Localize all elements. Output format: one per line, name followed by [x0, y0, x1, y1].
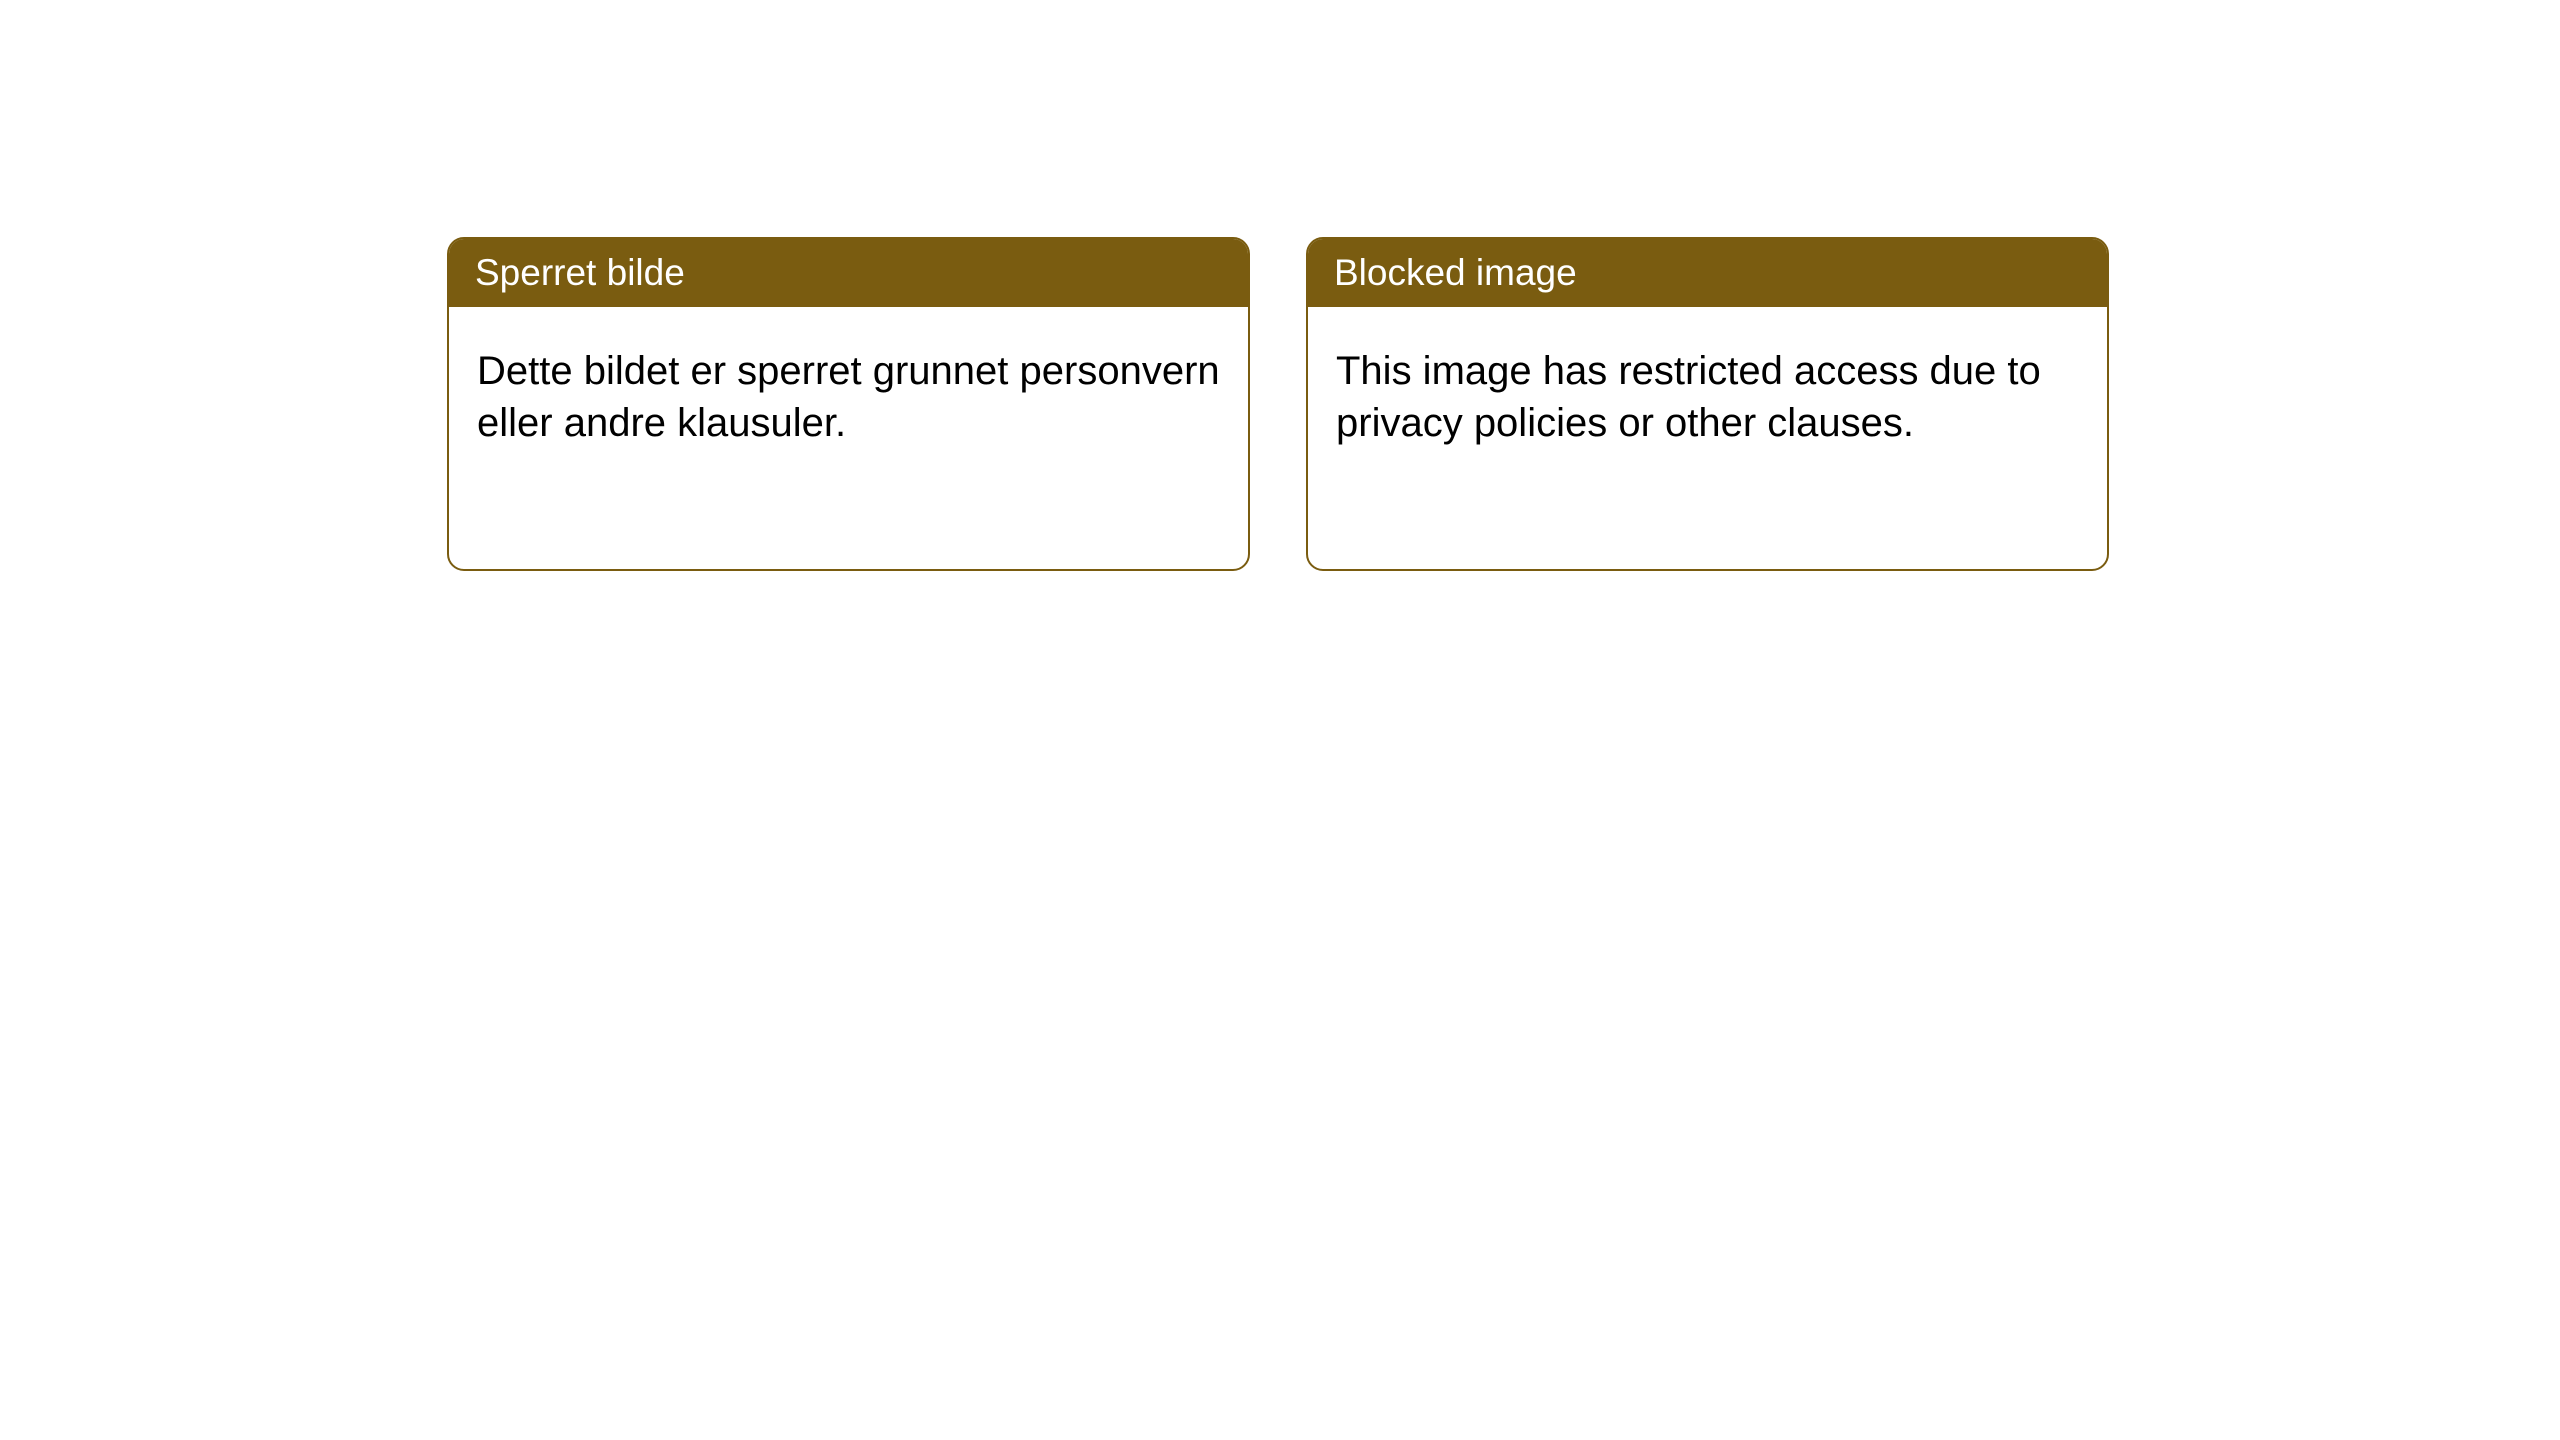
notice-container: Sperret bilde Dette bildet er sperret gr…	[447, 237, 2109, 571]
card-header-en: Blocked image	[1308, 239, 2107, 307]
card-header-no: Sperret bilde	[449, 239, 1248, 307]
card-body-en: This image has restricted access due to …	[1308, 307, 2107, 487]
card-body-no: Dette bildet er sperret grunnet personve…	[449, 307, 1248, 487]
blocked-image-card-no: Sperret bilde Dette bildet er sperret gr…	[447, 237, 1250, 571]
blocked-image-card-en: Blocked image This image has restricted …	[1306, 237, 2109, 571]
